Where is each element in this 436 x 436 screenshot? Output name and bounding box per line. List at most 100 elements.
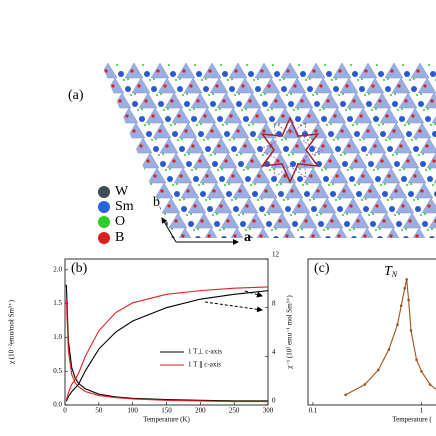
atom	[403, 236, 409, 238]
atom	[149, 79, 151, 81]
polyhedron	[176, 62, 196, 79]
polyhedron	[149, 227, 169, 238]
atom	[356, 123, 358, 125]
atom	[406, 131, 412, 137]
atom	[229, 139, 231, 141]
atom	[373, 116, 379, 122]
atom	[386, 243, 388, 245]
atom	[212, 189, 216, 193]
atom	[396, 153, 398, 155]
polyhedron	[287, 77, 307, 94]
polyhedron	[65, 213, 83, 228]
atom	[356, 191, 362, 197]
atom	[266, 221, 272, 227]
polyhedron	[280, 62, 300, 79]
polyhedron	[303, 167, 323, 184]
crystal-lattice	[18, 62, 436, 245]
atom	[195, 236, 201, 238]
atom	[200, 123, 202, 125]
polyhedron	[414, 182, 434, 199]
atom	[143, 168, 145, 170]
atom	[184, 101, 190, 107]
polyhedron	[173, 167, 193, 184]
polyhedron	[175, 227, 195, 238]
atom	[190, 213, 192, 215]
atom	[74, 243, 76, 245]
polyhedron	[426, 152, 436, 169]
polyhedron	[187, 197, 207, 214]
polyhedron	[23, 123, 41, 138]
atom	[70, 123, 72, 125]
atom	[269, 169, 271, 171]
atom	[134, 189, 138, 193]
polyhedron	[365, 77, 385, 94]
atom	[134, 161, 140, 167]
atom	[363, 138, 365, 140]
atom	[152, 243, 154, 245]
polyhedron	[369, 197, 389, 214]
atom	[172, 159, 176, 163]
atom	[276, 184, 278, 186]
atom	[312, 94, 314, 96]
atom	[337, 138, 339, 140]
atom	[413, 146, 419, 152]
polyhedron	[379, 107, 399, 124]
x-tick-label: 250	[229, 407, 240, 415]
atom	[68, 184, 70, 186]
polyhedron	[161, 197, 181, 214]
atom	[165, 169, 167, 171]
polyhedron	[154, 182, 174, 199]
atom	[108, 161, 114, 167]
polyhedron	[405, 107, 425, 124]
atom	[249, 228, 251, 230]
atom	[410, 183, 412, 185]
atom	[209, 198, 211, 200]
atom	[333, 139, 335, 141]
polyhedron	[306, 62, 326, 79]
atom	[18, 123, 20, 125]
atom	[288, 154, 290, 156]
atom	[108, 93, 110, 95]
atom	[250, 159, 254, 163]
polyhedron	[100, 62, 118, 79]
atom	[120, 131, 126, 137]
atom	[151, 139, 153, 141]
legend-label: 1 T⊥ c-axis	[188, 348, 222, 356]
polyhedron	[289, 137, 309, 154]
atom	[260, 69, 264, 73]
polyhedron	[194, 212, 214, 229]
x-axis-title: Temperature (K)	[143, 416, 190, 424]
atom	[156, 94, 158, 96]
atom	[104, 94, 106, 96]
atom	[429, 168, 431, 170]
panel-label: (a)	[68, 88, 84, 103]
polyhedron	[353, 107, 373, 124]
atom	[243, 169, 245, 171]
atom	[337, 206, 343, 212]
atom	[90, 64, 92, 66]
atom	[257, 174, 261, 178]
polyhedron	[133, 137, 153, 154]
polyhedron	[202, 62, 222, 79]
atom	[278, 219, 282, 223]
atom	[357, 79, 359, 81]
atom	[333, 86, 339, 92]
atom	[198, 131, 204, 137]
atom	[200, 191, 206, 197]
atom	[117, 168, 119, 170]
atom	[404, 99, 408, 103]
polyhedron	[324, 212, 344, 229]
atom	[304, 219, 308, 223]
atom	[283, 146, 289, 152]
atom	[129, 138, 131, 140]
atom	[301, 228, 303, 230]
atom	[150, 183, 152, 185]
atom	[334, 243, 336, 245]
atom	[292, 153, 294, 155]
atom	[380, 131, 386, 137]
atom	[417, 198, 419, 200]
atom	[223, 228, 225, 230]
atom	[347, 116, 353, 122]
polyhedron	[284, 182, 304, 199]
